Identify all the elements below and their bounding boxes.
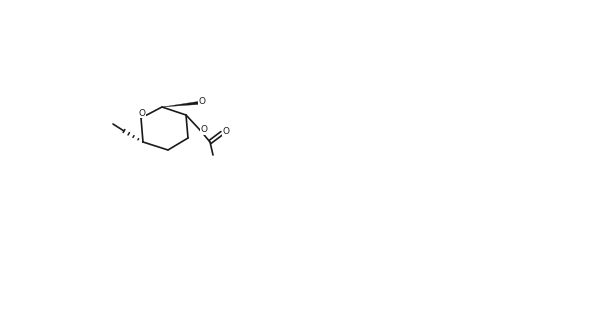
Polygon shape [162, 101, 198, 107]
Text: O: O [223, 126, 230, 135]
Text: O: O [199, 97, 205, 106]
Text: O: O [201, 125, 208, 134]
Text: O: O [139, 109, 146, 118]
